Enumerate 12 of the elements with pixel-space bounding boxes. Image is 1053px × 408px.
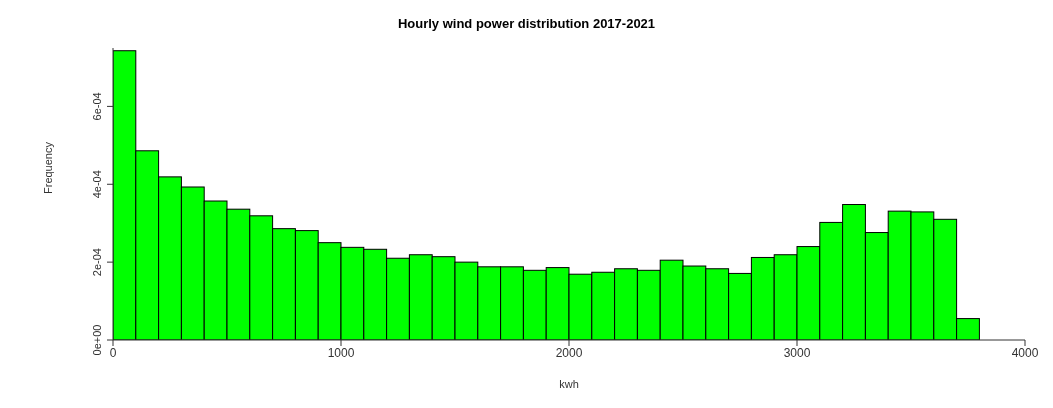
chart-title: Hourly wind power distribution 2017-2021	[396, 16, 657, 31]
y-axis-title: Frequency	[41, 141, 54, 194]
x-tick-label: 0	[109, 345, 117, 360]
x-tick-label: 3000	[783, 345, 811, 360]
y-tick-label: 2e-04	[91, 248, 103, 277]
x-tick-label: 2000	[555, 345, 583, 360]
y-tick-label: 0e+00	[91, 324, 103, 356]
x-tick-label: 1000	[327, 345, 355, 360]
x-tick-label: 4000	[1011, 345, 1039, 360]
y-tick-label: 6e-04	[91, 92, 103, 121]
y-tick-label: 4e-04	[91, 170, 103, 199]
x-axis-title: kwh	[559, 378, 579, 390]
